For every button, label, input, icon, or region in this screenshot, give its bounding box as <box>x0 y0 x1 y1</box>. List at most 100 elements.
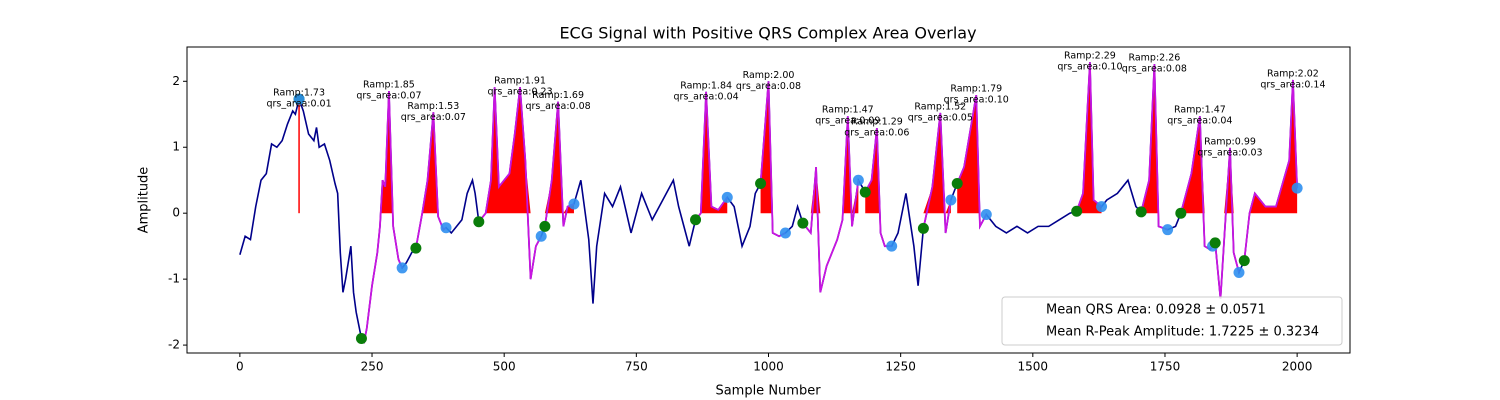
offset-point <box>852 174 864 186</box>
ramp-label: Ramp:1.79 <box>950 84 1002 95</box>
ramp-label: Ramp:0.99 <box>1204 136 1256 147</box>
onset-point <box>410 242 422 254</box>
offset-point <box>886 240 898 252</box>
x-tick-label: 500 <box>493 360 516 374</box>
qrs-segment <box>478 87 542 280</box>
y-tick-label: -1 <box>168 272 180 286</box>
offset-point <box>1233 267 1245 279</box>
x-tick-label: 250 <box>361 360 384 374</box>
onset-point <box>1135 206 1147 218</box>
offset-point <box>396 262 408 274</box>
qrs-segment <box>864 128 892 248</box>
offset-point <box>568 198 580 210</box>
x-tick-label: 2000 <box>1282 360 1313 374</box>
area-label: qrs_area:0.04 <box>674 91 739 102</box>
ramp-label: Ramp:1.73 <box>273 88 325 99</box>
offset-point <box>1291 182 1303 194</box>
offset-point <box>721 191 733 203</box>
plot-frame <box>186 46 1351 354</box>
area-label: qrs_area:0.14 <box>1260 79 1325 90</box>
offset-point <box>535 230 547 242</box>
x-tick-label: 1500 <box>1018 360 1049 374</box>
qrs-area <box>760 81 786 214</box>
area-label: qrs_area:0.23 <box>487 87 552 98</box>
qrs-area <box>695 91 728 214</box>
x-tick-label: 1250 <box>885 360 916 374</box>
y-tick-label: 0 <box>172 206 180 220</box>
y-tick-label: 1 <box>172 140 180 154</box>
x-axis-label: Sample Number <box>715 384 821 399</box>
qrs-segment <box>1243 79 1299 261</box>
area-label: qrs_area:0.07 <box>356 91 421 102</box>
plot-area <box>239 62 1303 344</box>
legend-box <box>1001 296 1343 346</box>
qrs-area <box>1141 64 1168 214</box>
legend-text: Mean R-Peak Amplitude: 1.7225 ± 0.3234 <box>1046 325 1319 340</box>
offset-point <box>1162 224 1174 236</box>
offset-point <box>293 93 305 105</box>
x-tick-label: 750 <box>625 360 648 374</box>
x-tick-label: 1000 <box>753 360 784 374</box>
area-label: qrs_area:0.06 <box>844 128 909 139</box>
onset-point <box>917 222 929 234</box>
ramp-label: Ramp:1.47 <box>822 105 874 116</box>
onset-point <box>690 214 702 226</box>
area-label: qrs_area:0.03 <box>1197 147 1262 158</box>
qrs-area <box>1180 116 1213 214</box>
area-label: qrs_area:0.09 <box>815 116 880 127</box>
onset-point <box>355 332 367 344</box>
ramp-label: Ramp:2.29 <box>1064 51 1116 62</box>
qrs-segment <box>1214 147 1240 300</box>
area-label: qrs_area:0.08 <box>736 81 801 92</box>
onset-point <box>1071 205 1083 217</box>
y-tick-label: -2 <box>168 338 180 352</box>
area-label: qrs_area:0.08 <box>1122 64 1187 75</box>
x-tick-label: 1750 <box>1150 360 1181 374</box>
legend-text: Mean QRS Area: 0.0928 ± 0.0571 <box>1046 303 1266 318</box>
ramp-label: Ramp:1.53 <box>407 101 459 112</box>
offset-point <box>945 194 957 206</box>
area-label: qrs_area:0.07 <box>401 112 466 123</box>
ramp-label: Ramp:2.02 <box>1267 68 1319 79</box>
qrs-segment <box>1140 64 1168 231</box>
ramp-label: Ramp:1.47 <box>1174 105 1226 116</box>
onset-point <box>797 217 809 229</box>
offset-point <box>779 227 791 239</box>
area-label: qrs_area:0.08 <box>526 101 591 112</box>
ramp-label: Ramp:1.84 <box>680 80 732 91</box>
onset-point <box>473 216 485 228</box>
y-tick-label: 2 <box>172 74 180 88</box>
qrs-segment <box>360 91 403 344</box>
onset-point <box>755 178 767 190</box>
onset-point <box>1209 237 1221 249</box>
qrs-segment <box>922 112 952 234</box>
onset-point <box>539 220 551 232</box>
ramp-label: Ramp:2.26 <box>1128 53 1180 64</box>
y-axis-label: Amplitude <box>137 167 152 234</box>
area-label: qrs_area:0.10 <box>944 95 1009 106</box>
qrs-area <box>1076 62 1102 214</box>
ramp-label: Ramp:2.00 <box>743 70 795 81</box>
qrs-area <box>544 101 574 214</box>
qrs-area <box>415 112 447 214</box>
ramp-label: Ramp:1.85 <box>363 80 415 91</box>
qrs-segment <box>1075 62 1103 212</box>
area-label: qrs_area:0.10 <box>1057 62 1122 73</box>
area-label: qrs_area:0.04 <box>1167 116 1232 127</box>
chart-title: ECG Signal with Positive QRS Complex Are… <box>559 24 976 43</box>
qrs-segment <box>956 94 988 230</box>
qrs-segment <box>694 91 728 221</box>
onset-point <box>951 178 963 190</box>
offset-point <box>1096 201 1108 213</box>
offset-point <box>980 209 992 221</box>
ramp-label: Ramp:1.52 <box>914 101 966 112</box>
area-label: qrs_area:0.01 <box>266 99 331 110</box>
ramp-label: Ramp:1.91 <box>494 76 546 87</box>
ramp-label: Ramp:1.29 <box>851 117 903 128</box>
qrs-segment <box>802 116 860 293</box>
x-tick-label: 0 <box>236 360 244 374</box>
ramp-label: Ramp:1.69 <box>532 90 584 101</box>
area-label: qrs_area:0.05 <box>908 112 973 123</box>
onset-point <box>1175 207 1187 219</box>
